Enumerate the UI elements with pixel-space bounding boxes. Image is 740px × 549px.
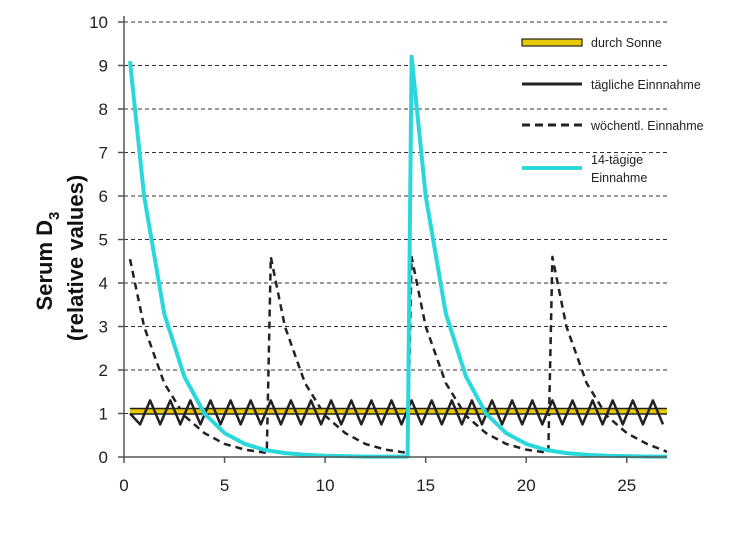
- tick-labels: 0 1 2 3 4 5 6 7 8 9 10 0 5 10 15 20 25: [89, 13, 636, 495]
- series-line-14-t-gige-einnahme: [128, 54, 667, 459]
- y-axis-label-subscript: 3: [46, 212, 63, 220]
- legend: durch Sonne tägliche Einnnahme wöchentl.…: [521, 36, 704, 185]
- series-line-w-chentl-einnahme: [128, 255, 668, 454]
- y-tick-label-3: 3: [99, 318, 108, 337]
- legend-label-durch-sonne: durch Sonne: [591, 36, 662, 50]
- y-axis-label: Serum D3 (relative values): [32, 175, 88, 341]
- legend-label-woechentl: wöchentl. Einnahme: [590, 119, 704, 133]
- series-layer: [128, 54, 668, 459]
- x-tick-label-0: 0: [119, 476, 128, 495]
- y-tick-label-5: 5: [99, 231, 108, 250]
- y-tick-label-8: 8: [99, 100, 108, 119]
- x-tick-label-5: 5: [220, 476, 229, 495]
- y-axis-label-line1: Serum D: [32, 220, 57, 310]
- legend-label-14-taegige-line1: 14-tägige: [591, 153, 643, 167]
- y-tick-label-7: 7: [99, 144, 108, 163]
- y-tick-label-0: 0: [99, 448, 108, 467]
- y-tick-label-6: 6: [99, 187, 108, 206]
- x-tick-label-25: 25: [617, 476, 636, 495]
- y-tick-label-2: 2: [99, 361, 108, 380]
- y-tick-label-10: 10: [89, 13, 108, 32]
- x-tick-label-20: 20: [517, 476, 536, 495]
- y-tick-label-9: 9: [99, 57, 108, 76]
- x-tick-label-10: 10: [316, 476, 335, 495]
- y-tick-label-4: 4: [99, 274, 108, 293]
- legend-label-taegliche: tägliche Einnnahme: [591, 78, 701, 92]
- axes: [123, 16, 667, 458]
- y-axis-label-line2: (relative values): [63, 175, 88, 341]
- series-line-t-gliche-einnnahme: [129, 399, 665, 426]
- y-tick-label-1: 1: [99, 405, 108, 424]
- legend-swatch-durch-sonne: [521, 38, 583, 47]
- x-tick-label-15: 15: [416, 476, 435, 495]
- grid-lines: [124, 21, 667, 414]
- legend-label-14-taegige-line2: Einnahme: [591, 171, 647, 185]
